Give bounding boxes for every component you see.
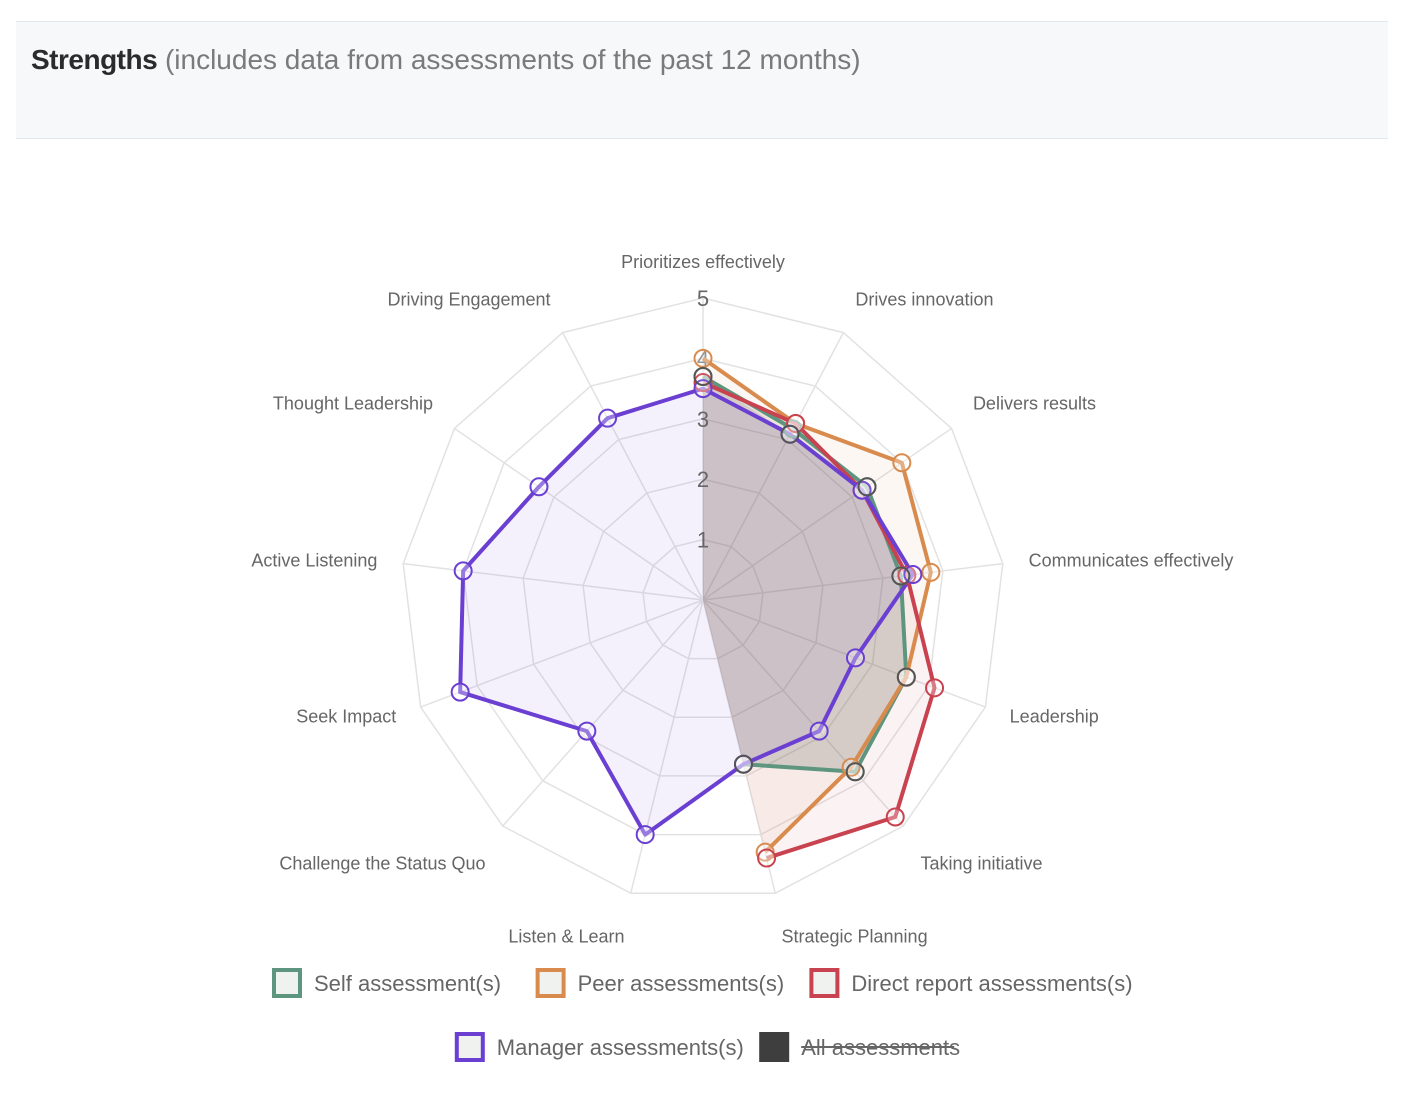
tick-label: 1 [697,528,709,553]
direct-report-assessments-s-fill [703,382,935,859]
all-assessments-point[interactable] [780,424,800,444]
legend-label: Direct report assessments(s) [851,971,1132,996]
axis-label-strategic-planning: Strategic Planning [781,926,927,946]
panel-header [16,21,1388,139]
grid-spoke [702,562,1003,601]
direct-report-assessments-s-line [702,380,937,860]
legend-item-self-assessment-s[interactable]: Self assessment(s) [272,968,501,998]
axis-label-driving-engagement: Driving Engagement [387,290,550,310]
all-assessments-point[interactable] [693,367,713,387]
legend-item-manager-assessments-s[interactable]: Manager assessments(s) [454,1032,744,1062]
panel-title-subtitle: (includes data from assessments of the p… [164,44,861,75]
all-assessments-point[interactable] [896,667,916,687]
axis-label-taking-initiative: Taking initiative [921,854,1043,874]
direct-report-assessments-s-point[interactable] [786,414,806,434]
legend-label: Self assessment(s) [314,971,501,996]
grid-spoke [702,599,986,708]
legend-label: Peer assessments(s) [578,971,785,996]
grid-ring [642,538,764,660]
all-assessments-point[interactable] [845,762,865,782]
manager-assessments-s-point[interactable] [577,721,597,741]
grid-spoke [502,599,704,827]
legend-item-direct-report-assessments-s[interactable]: Direct report assessments(s) [809,968,1133,998]
peer-assessments-s-point[interactable] [921,562,941,582]
axis-label-listen-learn: Listen & Learn [508,926,624,946]
panel-title: Strengths (includes data from assessment… [31,44,861,76]
manager-assessments-s-point[interactable] [598,408,618,428]
axis-labels: Prioritizes effectively Drives innovation… [251,252,1233,946]
manager-assessments-s-point[interactable] [529,477,549,497]
legend-item-peer-assessments-s[interactable]: Peer assessments(s) [535,968,785,998]
axis-label-communicates-effectively: Communicates effectively [1029,550,1234,570]
grid-spoke [403,562,704,601]
grid-ring [522,418,884,777]
manager-assessments-s-point[interactable] [809,721,829,741]
axis-label-challenge-the-status-quo: Challenge the Status Quo [279,854,485,874]
axis-label-delivers-results: Delivers results [973,394,1096,414]
tick-label: 2 [697,467,709,492]
tick-label: 5 [697,286,709,311]
axis-label-seek-impact: Seek Impact [296,706,396,726]
direct-report-assessments-s-point[interactable] [693,373,713,393]
direct-report-assessments-s-point[interactable] [925,678,945,698]
grid-spoke [702,332,845,601]
axis-label-drives-innovation: Drives innovation [855,290,993,310]
legend-swatch [454,1032,485,1062]
grid-spoke [561,332,704,601]
manager-assessments-s-line [458,386,915,837]
legend-swatch [759,1032,790,1062]
grid-ring [402,297,1004,894]
direct-report-assessments-s-point[interactable] [757,848,777,868]
legend-swatch [272,968,302,998]
series-lines [458,356,937,860]
grid-spoke [702,599,904,827]
axis-label-active-listening: Active Listening [251,550,377,570]
panel-title-strong: Strengths [31,44,158,75]
all-assessments-point[interactable] [733,754,753,774]
all-assessments-point[interactable] [857,477,877,497]
series-points [450,348,945,868]
chart-legend: Self assessment(s) Peer assessments(s) Dir… [272,968,1133,1062]
legend-swatch [535,968,566,998]
all-assessments-fill [703,376,907,772]
manager-assessments-s-point[interactable] [635,825,655,845]
direct-report-assessments-s-point[interactable] [885,807,905,827]
axis-label-thought-leadership: Thought Leadership [273,394,433,414]
legend-swatch [809,968,840,998]
grid-ring [582,478,824,719]
series-fills [460,358,935,859]
self-assessment-s-line [701,374,909,774]
peer-assessments-s-point[interactable] [693,348,713,368]
grid-spoke [629,599,704,894]
tick-label: 3 [697,407,709,432]
manager-assessments-s-point[interactable] [450,682,470,702]
grid-spoke [702,427,952,601]
peer-assessments-s-point[interactable] [892,453,912,473]
self-assessment-s-fill [703,376,907,772]
manager-assessments-s-point[interactable] [453,561,473,581]
all-assessments-point[interactable] [891,566,911,586]
legend-item-all-assessments[interactable]: All assessments [759,1032,960,1062]
direct-report-assessments-s-point[interactable] [897,565,917,585]
legend-label: Manager assessments(s) [497,1035,744,1060]
manager-assessments-s-point[interactable] [845,648,865,668]
grid-spoke [454,427,704,601]
manager-assessments-s-fill [460,388,913,835]
axis-label-prioritizes-effectively: Prioritizes effectively [621,252,785,272]
axis-label-leadership: Leadership [1010,706,1099,726]
